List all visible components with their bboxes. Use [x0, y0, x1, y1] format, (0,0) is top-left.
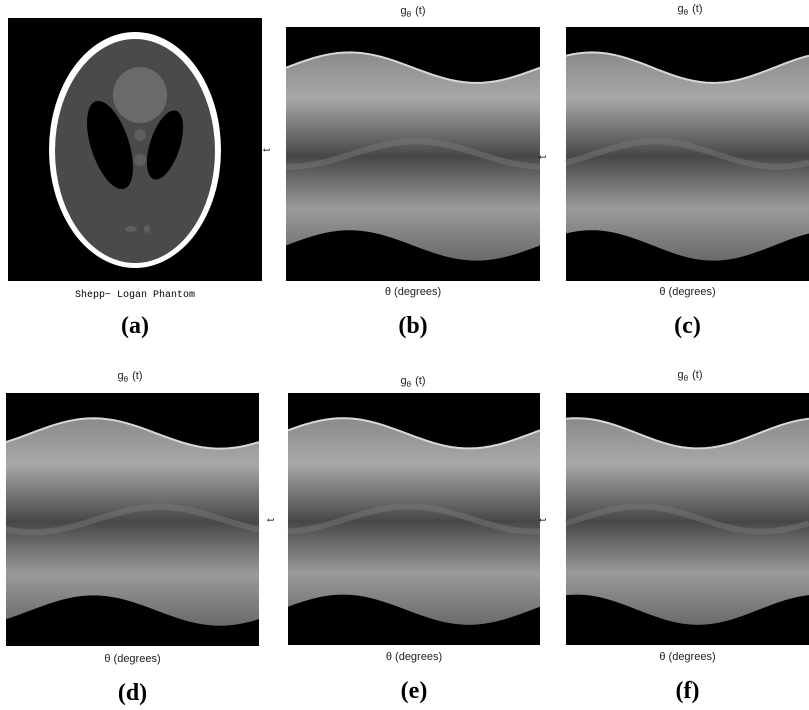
x-axis-label: θ (degrees): [386, 651, 442, 663]
axis-title: gθ(t): [401, 375, 426, 389]
x-axis-label: θ (degrees): [385, 286, 441, 298]
sinogram-image: [566, 393, 809, 645]
axis-title: gθ(t): [678, 3, 703, 17]
panel-label: (b): [398, 313, 427, 339]
title-sub: θ: [124, 375, 129, 384]
title-arg: (t): [415, 5, 425, 17]
x-axis-label: θ (degrees): [659, 286, 715, 298]
axis-title: gθ(t): [401, 5, 426, 19]
caption: Shepp− Logan Phantom: [75, 289, 195, 301]
title-sub: θ: [407, 380, 412, 389]
x-axis-label: θ (degrees): [659, 651, 715, 663]
x-axis-label: θ (degrees): [104, 653, 160, 665]
title-sub: θ: [684, 8, 689, 17]
title-arg: (t): [692, 3, 702, 15]
sinogram-image: [6, 393, 259, 646]
title-arg: (t): [692, 369, 702, 381]
panel-label: (e): [401, 678, 428, 704]
sinogram-image: [286, 27, 540, 281]
title-sub: θ: [407, 10, 412, 19]
axis-title: gθ(t): [118, 370, 143, 384]
y-axis-label: t: [261, 148, 273, 151]
panel-label: (f): [676, 678, 700, 704]
title-arg: (t): [415, 375, 425, 387]
title-arg: (t): [132, 370, 142, 382]
y-axis-label: t: [265, 518, 277, 521]
sinogram-image: [566, 27, 809, 281]
y-axis-label: t: [537, 155, 549, 158]
panel-label: (a): [121, 313, 149, 339]
panel-label: (c): [674, 313, 701, 339]
figure: Shepp− Logan Phantom (a) gθ(t) θ (degrees…: [0, 0, 809, 710]
panel-label: (d): [118, 680, 147, 706]
y-axis-label: t: [537, 518, 549, 521]
phantom-image: [8, 18, 262, 281]
title-sub: θ: [684, 374, 689, 383]
sinogram-image: [288, 393, 540, 645]
axis-title: gθ(t): [678, 369, 703, 383]
